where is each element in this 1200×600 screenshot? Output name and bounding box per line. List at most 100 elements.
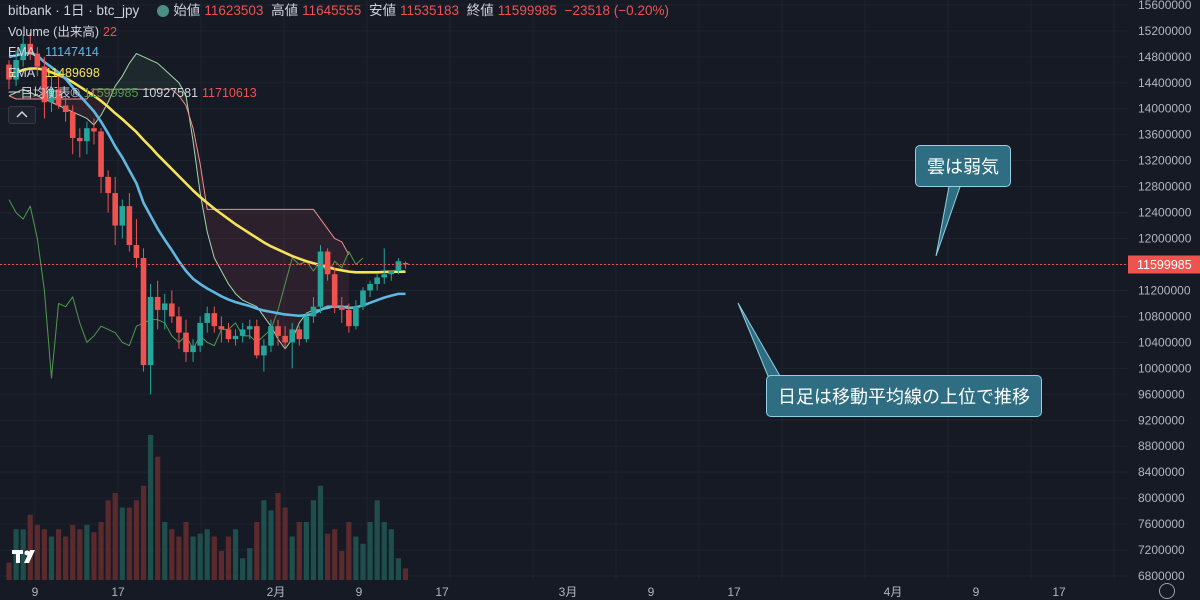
tradingview-logo-icon[interactable] [12, 547, 42, 567]
symbol-label[interactable]: bitbank · 1日 · btc_jpy [8, 3, 140, 18]
ema-slow-line [8, 67, 406, 274]
ichimoku-value-3: 11710613 [202, 86, 257, 100]
callout-cloud[interactable]: 雲は弱気 [915, 145, 1011, 187]
low-value: 11535183 [399, 3, 460, 18]
candle-body [98, 131, 104, 177]
cloud-segment [263, 209, 271, 327]
candle-body [218, 326, 225, 330]
candle-body [126, 206, 133, 246]
candle-body [360, 290, 366, 307]
candle-body [55, 89, 62, 106]
candle-body [133, 245, 140, 259]
candle-body [176, 316, 182, 333]
candle-body [310, 306, 317, 317]
price-tick-label: 15200000 [1138, 24, 1192, 38]
volume-label: Volume (出来高) [8, 25, 99, 39]
candle-body [20, 43, 26, 61]
volume-bar [360, 543, 366, 580]
ema-fast-legend[interactable]: EMA 11147414 [8, 44, 103, 60]
volume-bar [48, 536, 55, 580]
cloud-segment [9, 92, 17, 100]
cloud-segment [79, 99, 87, 119]
candle-body [282, 335, 288, 343]
settings-icon[interactable] [1159, 583, 1175, 599]
ichimoku-legend[interactable]: 一目均衡表® 11599985 10927581 11710613 [8, 85, 261, 101]
volume-bar [374, 500, 380, 580]
volume-bar [303, 522, 309, 580]
price-tick-label: 10800000 [1138, 309, 1192, 323]
price-tick-label: 8800000 [1138, 439, 1185, 453]
candle-body [105, 176, 111, 194]
price-tick-label: 14800000 [1138, 50, 1192, 64]
candle-body [239, 329, 246, 336]
volume-bar [176, 536, 182, 580]
ema-slow-value: 11489698 [45, 66, 100, 80]
cloud-segment [200, 163, 208, 233]
candle-body [225, 329, 232, 340]
change-value: −23518 (−0.20%) [564, 3, 669, 18]
cloud-segment [207, 209, 215, 259]
price-tick-label: 8000000 [1138, 491, 1185, 505]
volume-bar [204, 529, 210, 580]
callout-trend[interactable]: 日足は移動平均線の上位で推移 [766, 375, 1042, 417]
volume-bar [169, 529, 175, 580]
ema-slow-legend[interactable]: EMA 11489698 [8, 65, 104, 81]
price-tick-label: 11200000 [1138, 283, 1191, 297]
volume-bar [332, 529, 338, 580]
open-value: 11623503 [204, 3, 264, 18]
volume-bar [77, 529, 83, 580]
price-tick-label: 12800000 [1138, 180, 1192, 194]
volume-bar [155, 456, 161, 580]
cloud-segment [30, 92, 38, 100]
volume-bar [310, 500, 317, 580]
candle-body [402, 262, 409, 265]
candle-body [77, 137, 83, 142]
volume-bar [41, 529, 47, 580]
time-tick-label: 9 [356, 585, 363, 599]
high-label: 高値 [271, 3, 299, 18]
volume-bar [105, 500, 111, 580]
volume-bar [34, 524, 40, 580]
candle-body [374, 277, 380, 284]
candle-body [381, 274, 388, 278]
candle-body [346, 309, 352, 327]
open-label: 始値 [173, 3, 201, 18]
cloud-segment [228, 209, 236, 294]
time-tick-label: 9 [973, 585, 980, 599]
cloud-segment [122, 63, 130, 90]
cloud-segment [129, 53, 137, 90]
candle-body [190, 345, 196, 353]
time-tick-label: 2月 [267, 585, 286, 599]
ichimoku-value-1: 11599985 [83, 86, 139, 100]
volume-bar [296, 522, 302, 580]
price-tick-label: 6800000 [1138, 569, 1185, 583]
price-tick-label: 14400000 [1138, 76, 1192, 90]
cloud-segment [242, 209, 250, 304]
candle-body [91, 128, 97, 132]
volume-bar [317, 485, 324, 580]
time-tick-label: 3月 [559, 585, 578, 599]
candle-body [41, 66, 48, 103]
volume-bar [268, 510, 274, 580]
price-tick-label: 10400000 [1138, 335, 1192, 349]
volume-bar [353, 536, 359, 580]
candle-body [331, 274, 338, 307]
cloud-segment [72, 99, 80, 116]
collapse-legend-button[interactable] [8, 106, 36, 124]
volume-bar [84, 524, 90, 580]
volume-bar [148, 435, 154, 580]
volume-bar [247, 548, 253, 580]
volume-bar [275, 493, 281, 580]
eye-icon[interactable] [157, 5, 170, 17]
time-tick-label: 17 [727, 585, 741, 599]
candle-body [367, 283, 373, 291]
candle-body [6, 64, 12, 80]
volume-legend[interactable]: Volume (出来高) 22 [8, 24, 121, 40]
price-tick-label: 8400000 [1138, 465, 1185, 479]
cloud-segment [150, 60, 158, 90]
ema-fast-label: EMA [8, 45, 36, 59]
candle-body [154, 296, 161, 310]
cloud-segment [178, 82, 186, 106]
volume-bar [112, 493, 118, 580]
